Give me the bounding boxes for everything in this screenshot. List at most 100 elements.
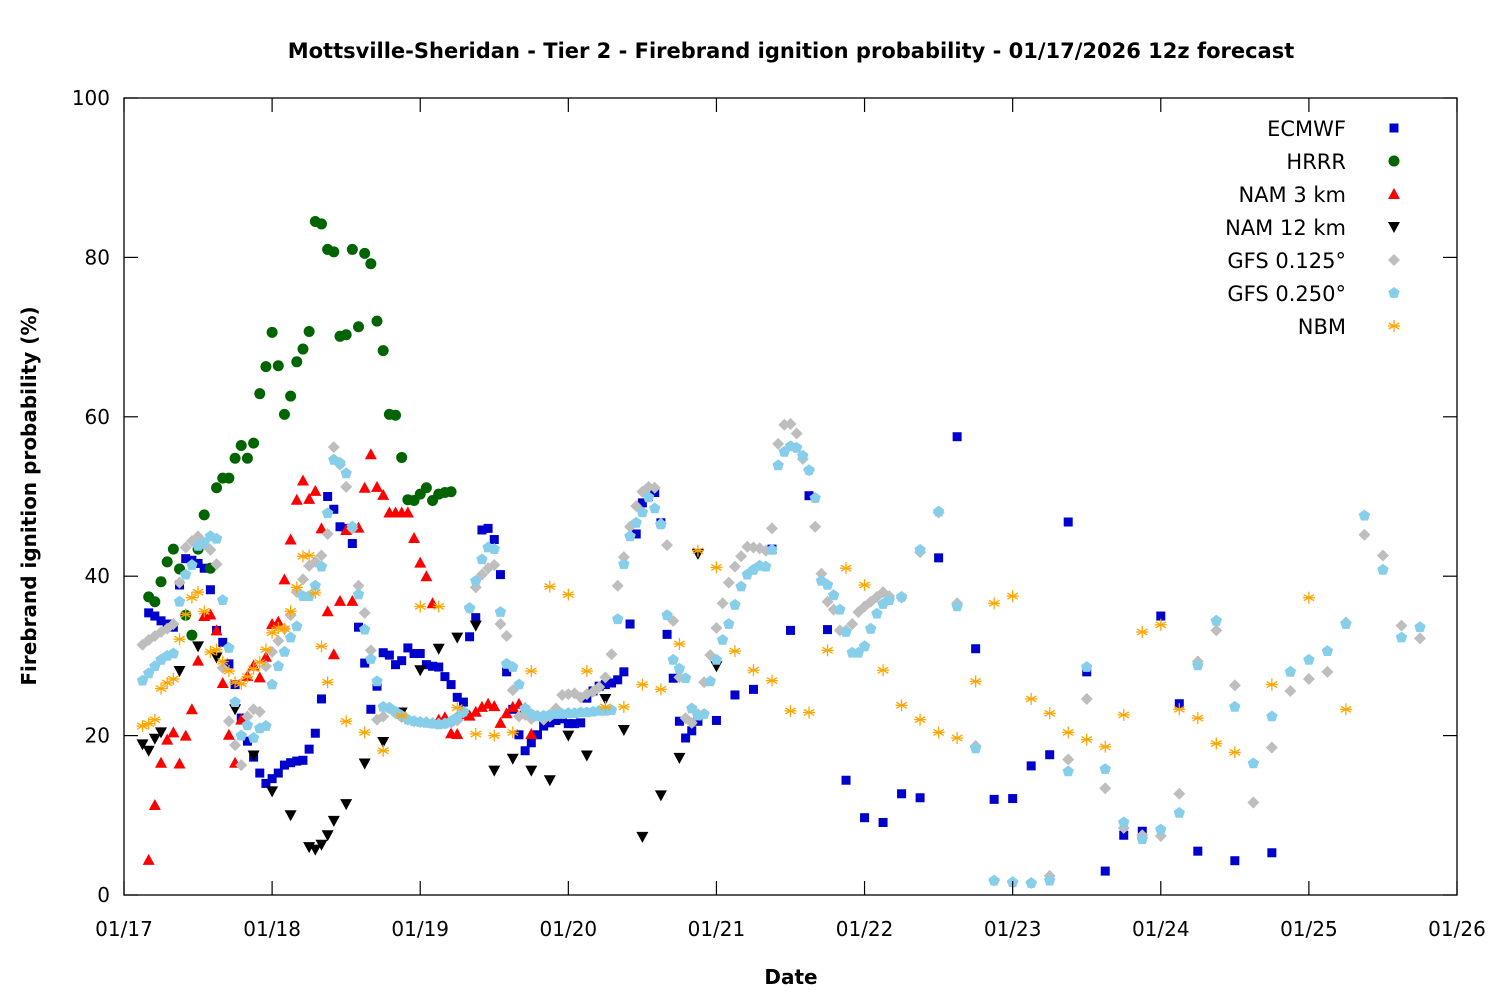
series-nam-12-km: [136, 548, 723, 856]
data-point: [840, 626, 852, 637]
data-point: [346, 243, 358, 255]
data-point: [340, 799, 353, 811]
data-point: [193, 558, 203, 568]
data-point: [630, 500, 643, 513]
data-point: [321, 830, 334, 842]
data-point: [242, 736, 252, 746]
data-point: [364, 448, 377, 460]
data-point: [681, 733, 691, 743]
data-point: [446, 680, 456, 690]
data-point: [878, 817, 888, 827]
data-point: [310, 728, 320, 738]
data-point: [463, 709, 476, 721]
data-point: [710, 622, 723, 635]
data-point: [803, 464, 815, 476]
data-point: [1043, 707, 1056, 720]
data-point: [895, 590, 908, 602]
data-point: [1284, 684, 1297, 697]
data-point: [1266, 710, 1278, 722]
data-point: [296, 474, 309, 486]
data-point: [932, 505, 945, 517]
data-point: [266, 326, 278, 338]
data-point: [600, 680, 610, 690]
data-point: [895, 699, 908, 712]
data-point: [304, 744, 314, 754]
data-point: [1395, 619, 1408, 632]
data-point: [366, 704, 376, 714]
data-point: [735, 550, 748, 563]
data-point: [377, 488, 390, 500]
data-point: [161, 556, 173, 568]
data-point: [142, 745, 155, 757]
data-point: [648, 481, 661, 494]
data-point: [222, 728, 235, 740]
data-point: [198, 509, 210, 521]
data-point: [432, 600, 445, 613]
data-point: [241, 452, 253, 464]
data-point: [241, 719, 254, 731]
data-point: [359, 623, 371, 635]
data-point: [179, 541, 192, 554]
data-point: [247, 732, 260, 743]
data-point: [309, 844, 322, 856]
data-point: [259, 643, 272, 656]
data-point: [278, 645, 291, 657]
data-point: [502, 667, 512, 677]
data-point: [679, 672, 692, 684]
data-point: [469, 705, 482, 717]
x-tick-label: 01/19: [391, 917, 449, 941]
data-point: [303, 492, 316, 504]
legend: ECMWF HRRR NAM 3 km NAM 12 km GFS 0.125° GFS …: [1225, 117, 1400, 339]
data-point: [1229, 700, 1241, 712]
data-point: [179, 608, 192, 621]
data-point: [619, 667, 629, 677]
data-point: [346, 594, 359, 606]
data-point: [729, 598, 741, 610]
data-point: [790, 427, 803, 440]
data-point: [321, 605, 334, 617]
data-point: [161, 733, 174, 745]
data-point: [1228, 746, 1241, 759]
data-point: [1284, 665, 1297, 677]
data-point: [1377, 563, 1389, 575]
data-point: [1008, 794, 1018, 804]
data-point: [315, 839, 328, 851]
data-point: [377, 744, 390, 757]
data-point: [409, 649, 419, 659]
data-point: [303, 326, 315, 338]
data-point: [358, 758, 371, 770]
data-point: [235, 439, 247, 451]
data-point: [465, 632, 475, 642]
data-point: [803, 706, 816, 719]
data-point: [149, 596, 161, 608]
data-point: [766, 543, 778, 555]
data-point: [617, 725, 630, 737]
data-point: [260, 361, 272, 373]
data-point: [272, 615, 285, 627]
data-point: [218, 637, 228, 647]
data-point: [989, 794, 999, 804]
data-point: [722, 576, 735, 589]
data-point: [290, 493, 303, 505]
data-point: [340, 329, 352, 341]
data-point: [309, 579, 321, 591]
data-point: [495, 570, 505, 580]
data-point: [1358, 528, 1371, 541]
data-point: [1062, 765, 1074, 777]
data-point: [539, 721, 549, 731]
data-point: [340, 480, 353, 493]
data-point: [241, 670, 254, 683]
data-point: [463, 602, 476, 613]
data-point: [607, 678, 617, 688]
data-point: [507, 661, 519, 672]
data-point: [716, 597, 729, 610]
data-point: [860, 813, 870, 823]
data-point: [525, 765, 538, 777]
data-point: [654, 790, 667, 802]
data-point: [599, 671, 612, 684]
data-point: [278, 408, 290, 420]
data-point: [520, 746, 530, 756]
data-point: [222, 665, 235, 678]
data-point: [469, 620, 482, 632]
